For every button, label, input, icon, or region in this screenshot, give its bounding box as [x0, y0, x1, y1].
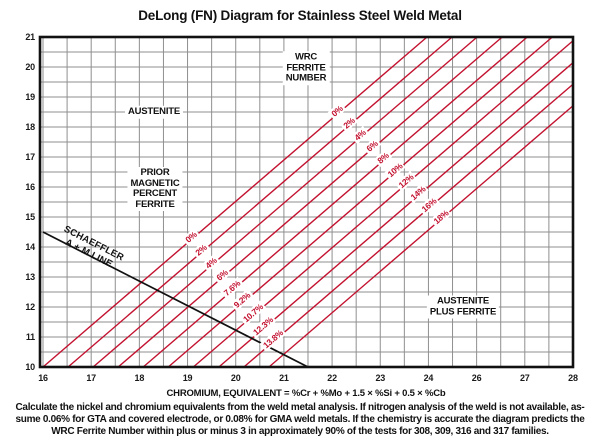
region-label-line: WRC	[294, 51, 318, 63]
ferrite-line	[142, 36, 528, 368]
caption-line: Calculate the nickel and chromium equiva…	[15, 402, 585, 413]
ferrite-line	[92, 36, 478, 368]
region-label-line: PERCENT	[132, 188, 177, 199]
ferrite-line	[117, 36, 503, 368]
ferrite-line	[268, 105, 574, 368]
region-label-line: AUSTENITE	[127, 105, 181, 117]
region-label-line: PLUS FERRITE	[429, 306, 497, 317]
caption-line: WRC Ferrite Number within plus or minus …	[51, 425, 549, 437]
region-label-austenite: AUSTENITE	[124, 105, 184, 119]
ferrite-line	[192, 40, 574, 368]
ferrite-line	[67, 36, 453, 368]
region-label-line: MAGNETIC	[130, 177, 180, 189]
region-label-line: FERRITE	[286, 61, 326, 73]
chart-title: DeLong (FN) Diagram for Stainless Steel …	[138, 8, 462, 23]
region-label-wrc-ferrite-number: WRC FERRITE NUMBER	[282, 51, 330, 85]
region-label-line: PRIOR	[140, 167, 170, 178]
caption: Calculate the nickel and chromium equiva…	[0, 402, 600, 437]
region-label-prior-magnetic-percent-ferrite: PRIOR MAGNETIC PERCENT FERRITE	[127, 167, 183, 211]
ferrite-line	[167, 36, 553, 368]
caption-line: sume 0.06% for GTA and covered electrode…	[15, 413, 585, 425]
region-label-austenite-plus-ferrite: AUSTENITE PLUS FERRITE	[426, 295, 500, 319]
region-label-line: FERRITE	[135, 198, 175, 210]
region-label-line: AUSTENITE	[436, 295, 490, 307]
plot-border	[38, 35, 575, 369]
x-axis-label: CHROMIUM, EQUIVALENT = %Cr + %Mo + 1.5 ×…	[166, 388, 446, 399]
ferrite-line	[42, 36, 428, 368]
region-label-line: NUMBER	[285, 72, 327, 84]
ferrite-line	[243, 83, 574, 368]
ferrite-line	[218, 62, 574, 368]
